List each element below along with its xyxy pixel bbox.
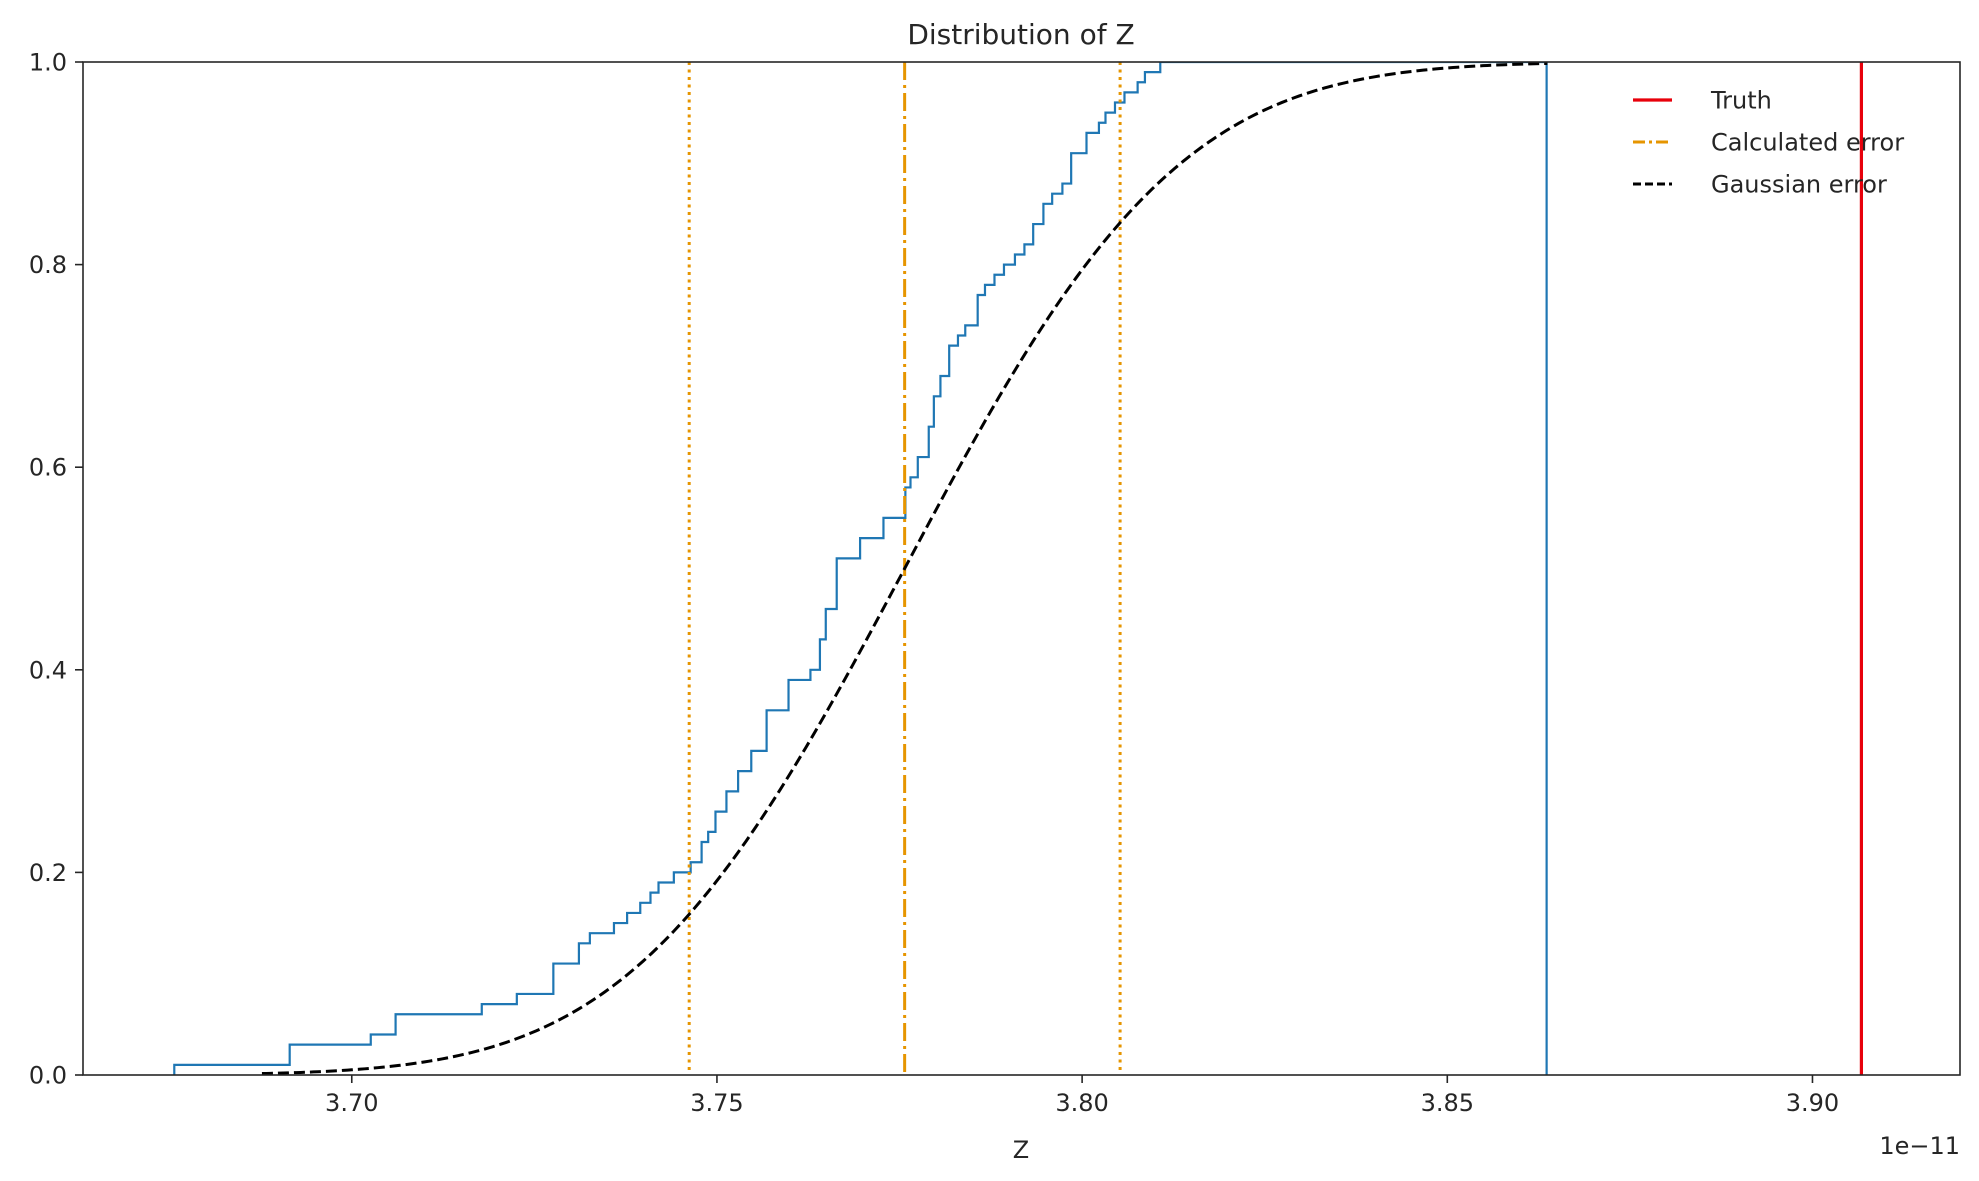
x-tick-label: 3.85 bbox=[1421, 1089, 1474, 1117]
y-tick-label: 0.8 bbox=[29, 251, 67, 279]
y-tick-label: 0.4 bbox=[29, 656, 67, 684]
plot-clipped-group bbox=[173, 62, 1864, 1075]
y-tick-label: 1.0 bbox=[29, 49, 67, 77]
y-tick-label: 0.2 bbox=[29, 859, 67, 887]
x-tick-label: 3.70 bbox=[325, 1089, 378, 1117]
x-tick-label: 3.90 bbox=[1786, 1089, 1839, 1117]
y-tick-label: 0.6 bbox=[29, 454, 67, 482]
x-axis-label: Z bbox=[1013, 1136, 1029, 1164]
x-tick-label: 3.75 bbox=[690, 1089, 743, 1117]
chart-title: Distribution of Z bbox=[907, 18, 1134, 51]
axes-frame bbox=[82, 61, 1961, 1076]
axes: 3.70 3.75 3.80 3.85 3.90 0.0 0.2 0.4 0.6 0.8 1.0 bbox=[29, 49, 1961, 1117]
legend-calculated-error-label: Calculated error bbox=[1711, 129, 1904, 157]
legend-truth-label: Truth bbox=[1710, 87, 1772, 115]
legend-gaussian-error-label: Gaussian error bbox=[1711, 171, 1887, 199]
ecdf-step-line bbox=[173, 62, 1547, 1075]
legend: Truth Calculated error Gaussian error bbox=[1633, 87, 1904, 199]
x-axis-offset-label: 1e−11 bbox=[1879, 1132, 1960, 1160]
gaussian-cdf-line bbox=[261, 62, 1548, 1075]
y-tick-label: 0.0 bbox=[29, 1062, 67, 1090]
plot-area bbox=[173, 62, 1864, 1075]
x-tick-label: 3.80 bbox=[1055, 1089, 1108, 1117]
